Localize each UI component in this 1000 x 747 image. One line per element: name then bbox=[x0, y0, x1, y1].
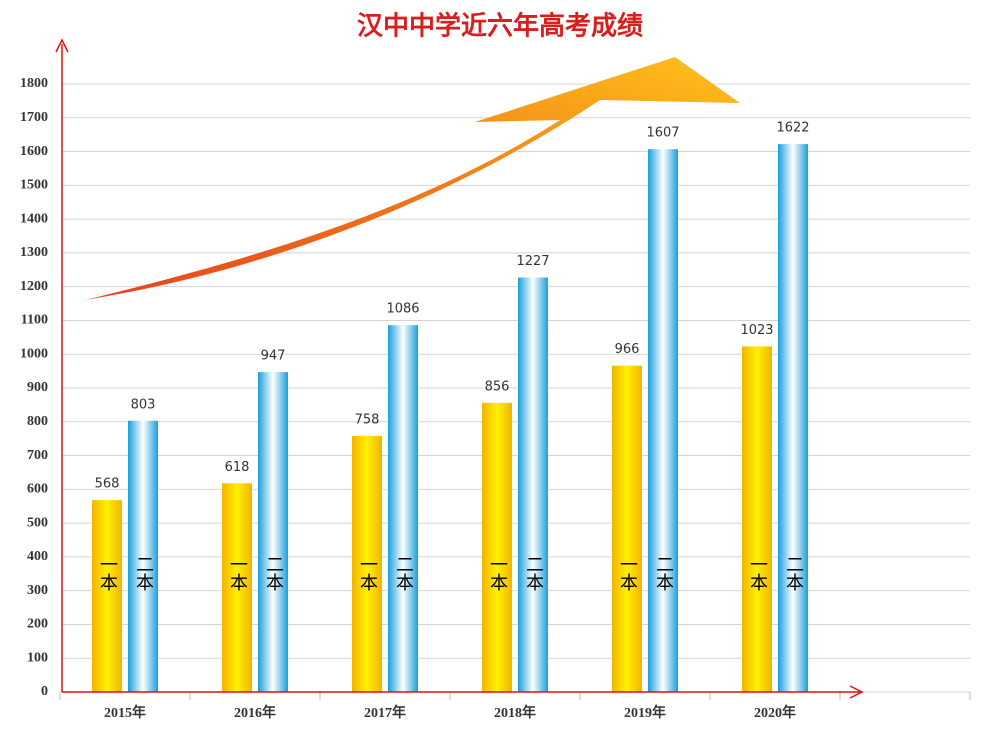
y-tick-label: 400 bbox=[27, 549, 48, 564]
bar bbox=[482, 402, 512, 692]
value-label: 803 bbox=[131, 397, 156, 412]
series-label: 一本 bbox=[487, 555, 508, 591]
series-label: 二本 bbox=[133, 555, 154, 591]
x-tick-label: 2018年 bbox=[494, 704, 536, 721]
chart-title: 汉中中学近六年高考成绩 bbox=[357, 11, 643, 42]
grid: 0 100 200 300 400 500 600 700 800 900 1000 1100 1200… bbox=[20, 76, 971, 721]
bar bbox=[742, 346, 772, 692]
y-tick-label: 1500 bbox=[20, 178, 48, 193]
x-tick-label: 2017年 bbox=[364, 704, 406, 721]
bar bbox=[778, 144, 808, 692]
series-label: 二本 bbox=[263, 555, 284, 591]
value-label: 856 bbox=[485, 379, 510, 394]
y-tick-label: 1600 bbox=[20, 144, 48, 159]
series-label: 一本 bbox=[357, 555, 378, 591]
value-label: 1227 bbox=[516, 254, 549, 269]
series-label: 一本 bbox=[617, 555, 638, 591]
y-tick-label: 1300 bbox=[20, 245, 48, 260]
value-label: 947 bbox=[261, 349, 286, 364]
y-tick-label: 900 bbox=[27, 380, 48, 395]
value-label: 568 bbox=[95, 477, 120, 492]
bar bbox=[648, 149, 678, 693]
x-tick-label: 2020年 bbox=[754, 704, 796, 721]
series-label: 二本 bbox=[653, 555, 674, 591]
bar bbox=[92, 500, 122, 692]
value-label: 966 bbox=[615, 342, 640, 357]
bar bbox=[388, 325, 418, 692]
y-tick-label: 800 bbox=[27, 414, 48, 429]
bar bbox=[518, 277, 548, 692]
y-tick-label: 600 bbox=[27, 482, 48, 497]
y-tick-label: 1800 bbox=[20, 76, 48, 91]
series-label: 二本 bbox=[523, 555, 544, 591]
bar bbox=[222, 483, 252, 692]
y-tick-label: 100 bbox=[27, 650, 48, 665]
y-tick-label: 1700 bbox=[20, 110, 48, 125]
value-label: 1607 bbox=[646, 126, 679, 141]
y-tick-label: 1000 bbox=[20, 346, 48, 361]
trend-arrow bbox=[85, 57, 740, 300]
series-label: 二本 bbox=[783, 555, 804, 591]
value-label: 1023 bbox=[740, 323, 773, 338]
x-tick-label: 2015年 bbox=[104, 704, 146, 721]
series-label: 二本 bbox=[393, 555, 414, 591]
y-tick-label: 0 bbox=[41, 684, 48, 699]
x-axis-arrow bbox=[849, 685, 864, 699]
y-axis-arrow bbox=[55, 38, 69, 53]
bars: 568 一本 803 二本 618 一本 947 二本 758 一本 1086 二本 856 一本 1227… bbox=[92, 121, 810, 693]
value-label: 758 bbox=[355, 412, 380, 427]
y-tick-label: 1200 bbox=[20, 279, 48, 294]
bar bbox=[258, 372, 288, 692]
x-tick-label: 2016年 bbox=[234, 704, 276, 721]
series-label: 一本 bbox=[97, 555, 118, 591]
y-tick-label: 500 bbox=[27, 515, 48, 530]
y-tick-label: 700 bbox=[27, 448, 48, 463]
x-tick-label: 2019年 bbox=[624, 704, 666, 721]
series-label: 一本 bbox=[227, 555, 248, 591]
value-label: 618 bbox=[225, 460, 250, 475]
value-label: 1622 bbox=[776, 121, 809, 136]
bar bbox=[352, 435, 382, 692]
y-tick-label: 200 bbox=[27, 617, 48, 632]
y-tick-label: 1100 bbox=[21, 313, 48, 328]
series-label: 一本 bbox=[747, 555, 768, 591]
value-label: 1086 bbox=[386, 302, 419, 317]
y-tick-label: 300 bbox=[27, 583, 48, 598]
bar bbox=[612, 365, 642, 692]
y-tick-label: 1400 bbox=[20, 211, 48, 226]
bar bbox=[128, 420, 158, 692]
